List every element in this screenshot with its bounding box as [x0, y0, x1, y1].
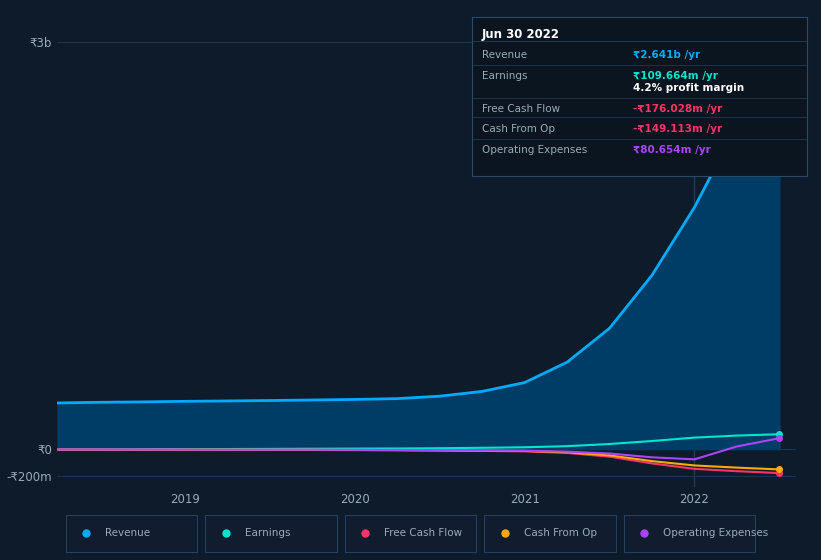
Text: Free Cash Flow: Free Cash Flow	[482, 104, 560, 114]
Text: Operating Expenses: Operating Expenses	[663, 529, 768, 538]
Text: ₹80.654m /yr: ₹80.654m /yr	[633, 145, 711, 155]
FancyBboxPatch shape	[484, 515, 616, 552]
FancyBboxPatch shape	[345, 515, 476, 552]
Text: ₹109.664m /yr: ₹109.664m /yr	[633, 71, 718, 81]
Text: Free Cash Flow: Free Cash Flow	[384, 529, 462, 538]
Text: Revenue: Revenue	[105, 529, 150, 538]
Text: Earnings: Earnings	[245, 529, 290, 538]
Text: Operating Expenses: Operating Expenses	[482, 145, 587, 155]
Text: Cash From Op: Cash From Op	[524, 529, 597, 538]
FancyBboxPatch shape	[66, 515, 197, 552]
Text: Revenue: Revenue	[482, 50, 527, 60]
FancyBboxPatch shape	[624, 515, 755, 552]
Text: -₹176.028m /yr: -₹176.028m /yr	[633, 104, 722, 114]
Text: Earnings: Earnings	[482, 71, 528, 81]
Text: Jun 30 2022: Jun 30 2022	[482, 28, 560, 41]
Text: -₹149.113m /yr: -₹149.113m /yr	[633, 124, 722, 133]
Text: ₹2.641b /yr: ₹2.641b /yr	[633, 50, 700, 60]
FancyBboxPatch shape	[205, 515, 337, 552]
Text: 4.2% profit margin: 4.2% profit margin	[633, 83, 744, 93]
Text: Cash From Op: Cash From Op	[482, 124, 555, 133]
